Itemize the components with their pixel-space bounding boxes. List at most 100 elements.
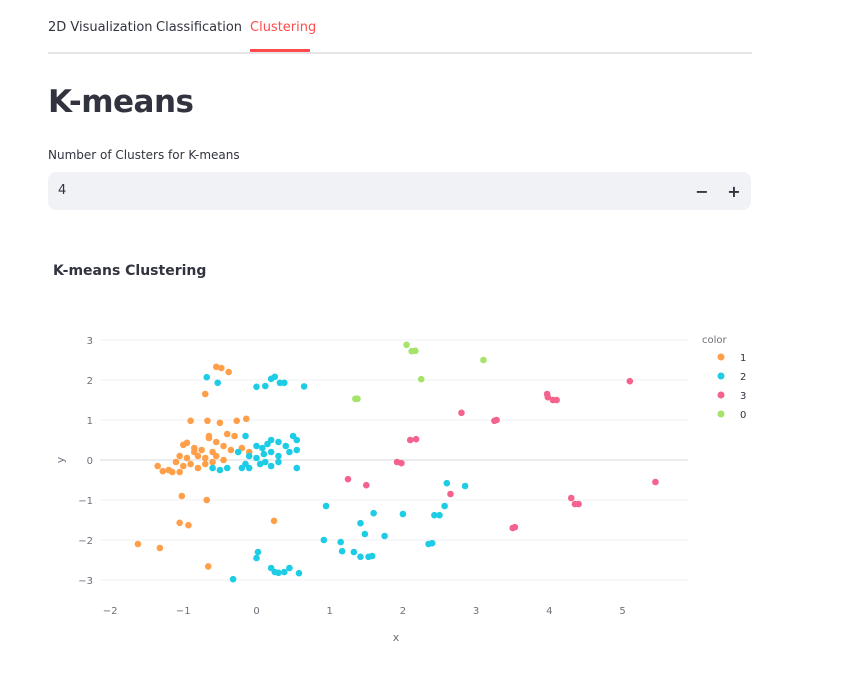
x-tick-label: 3 — [473, 606, 479, 617]
scatter-point-series-1 — [176, 468, 183, 476]
tab-clustering[interactable]: Clustering — [250, 20, 317, 35]
scatter-point-series-1 — [212, 363, 220, 371]
scatter-point-series-2 — [320, 536, 328, 544]
y-tick-label: −3 — [78, 576, 93, 587]
scatter-point-series-1 — [203, 496, 211, 504]
scatter-point-series-1 — [190, 448, 198, 456]
scatter-point-series-0 — [354, 395, 361, 403]
x-tick-label: −2 — [103, 606, 118, 617]
scatter-point-series-1 — [187, 460, 194, 468]
scatter-point-series-3 — [344, 475, 352, 483]
scatter-point-series-1 — [180, 462, 187, 470]
scatter-point-series-1 — [176, 452, 183, 460]
scatter-point-series-0 — [403, 341, 410, 349]
y-tick-label: 2 — [87, 376, 93, 387]
scatter-point-series-2 — [275, 569, 282, 577]
increment-button[interactable]: + — [721, 178, 747, 204]
scatter-point-series-3 — [398, 459, 405, 467]
scatter-point-series-1 — [159, 467, 167, 475]
scatter-point-series-1 — [212, 452, 220, 460]
legend-label: 2 — [740, 372, 746, 383]
x-tick-label: 2 — [400, 606, 406, 617]
scatter-point-series-2 — [214, 379, 222, 387]
y-tick-label: −1 — [78, 496, 93, 507]
scatter-point-series-2 — [267, 462, 275, 470]
scatter-point-series-3 — [544, 393, 552, 401]
scatter-point-series-2 — [286, 564, 293, 572]
x-axis-label: x — [393, 631, 400, 644]
scatter-point-series-1 — [172, 458, 180, 466]
scatter-point-series-2 — [253, 442, 260, 450]
x-tick-label: 0 — [253, 606, 259, 617]
x-tick-label: 5 — [619, 606, 625, 617]
scatter-point-series-2 — [267, 448, 275, 456]
scatter-point-series-3 — [553, 396, 560, 404]
scatter-point-series-1 — [185, 521, 192, 529]
y-tick-label: −2 — [78, 536, 93, 547]
scatter-point-series-1 — [176, 519, 183, 527]
scatter-point-series-1 — [134, 540, 142, 548]
scatter-point-series-2 — [275, 438, 282, 446]
tab-2d-visualization[interactable]: 2D Visualization — [48, 20, 153, 35]
scatter-point-series-1 — [233, 417, 241, 425]
scatter-point-series-2 — [245, 464, 253, 472]
scatter-point-series-1 — [212, 438, 220, 446]
scatter-point-series-1 — [154, 462, 161, 470]
scatter-point-series-2 — [337, 538, 344, 546]
scatter-point-series-2 — [399, 510, 407, 518]
scatter-point-series-1 — [156, 544, 164, 552]
scatter-point-series-2 — [431, 511, 438, 519]
scatter-point-series-2 — [245, 452, 253, 460]
x-tick-label: 4 — [546, 606, 552, 617]
scatter-point-series-2 — [436, 511, 443, 519]
scatter-point-series-2 — [357, 553, 364, 561]
scatter-point-series-2 — [275, 458, 282, 466]
scatter-point-series-2 — [216, 466, 224, 474]
scatter-point-series-2 — [281, 379, 288, 387]
scatter-point-series-2 — [281, 568, 288, 576]
scatter-point-series-2 — [261, 382, 269, 390]
scatter-point-series-1 — [204, 563, 212, 570]
scatter-point-series-1 — [180, 441, 187, 449]
scatter-point-series-2 — [260, 450, 268, 458]
clusters-number-input: 4 − + — [48, 172, 751, 210]
x-tick-label: 1 — [327, 606, 333, 617]
scatter-point-series-3 — [575, 500, 582, 508]
scatter-point-series-1 — [218, 364, 225, 372]
scatter-point-series-2 — [267, 436, 275, 444]
tab-classification[interactable]: Classification — [156, 20, 243, 35]
scatter-point-series-3 — [511, 523, 519, 531]
scatter-point-series-2 — [229, 575, 237, 583]
decrement-button[interactable]: − — [689, 178, 715, 204]
legend-marker-3 — [717, 391, 725, 399]
scatter-point-series-1 — [223, 430, 231, 438]
scatter-point-series-1 — [198, 446, 205, 454]
scatter-point-series-3 — [567, 494, 575, 502]
scatter-point-series-1 — [178, 492, 186, 500]
scatter-point-series-2 — [254, 548, 262, 556]
active-tab-indicator — [250, 49, 310, 52]
scatter-point-series-1 — [183, 454, 191, 462]
scatter-point-series-0 — [417, 375, 425, 383]
scatter-point-series-2 — [223, 464, 231, 472]
scatter-point-series-2 — [370, 509, 377, 517]
scatter-point-series-1 — [201, 454, 209, 462]
legend-marker-0 — [717, 410, 725, 418]
scatter-point-series-3 — [447, 490, 454, 498]
y-tick-label: 3 — [87, 336, 93, 347]
scatter-point-series-2 — [322, 502, 330, 510]
scatter-point-series-2 — [293, 446, 301, 454]
scatter-point-series-2 — [253, 554, 260, 562]
scatter-point-series-1 — [204, 417, 211, 425]
scatter-point-series-1 — [201, 460, 209, 468]
scatter-point-series-2 — [275, 452, 282, 460]
scatter-point-series-3 — [458, 409, 465, 417]
clusters-input-value[interactable]: 4 — [58, 183, 67, 198]
scatter-chart[interactable]: 3 2 1 0 −1 −2 −3 −2 −1 0 1 2 3 4 5 x y color 1 2 3 0 — [0, 300, 851, 660]
scatter-point-series-1 — [169, 468, 176, 476]
scatter-point-series-2 — [261, 458, 269, 466]
chart-title: K-means Clustering — [53, 263, 207, 279]
scatter-point-series-0 — [412, 347, 419, 355]
scatter-point-series-2 — [461, 482, 469, 490]
scatter-point-series-2 — [282, 442, 290, 450]
